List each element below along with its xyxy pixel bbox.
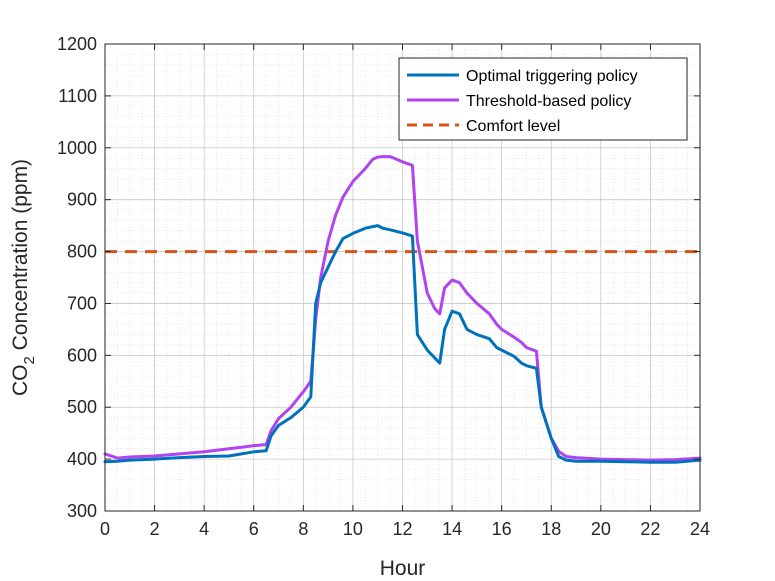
x-tick-label: 14 xyxy=(442,519,462,539)
x-tick-labels: 0 2 4 6 8 10 12 14 16 18 20 22 24 xyxy=(100,519,710,539)
legend-label-optimal: Optimal triggering policy xyxy=(466,68,638,85)
y-tick-label: 800 xyxy=(67,242,97,262)
series-layer xyxy=(103,155,702,464)
y-axis-title: CO2 Concentration (ppm) xyxy=(9,159,38,396)
x-tick-label: 4 xyxy=(199,519,209,539)
y-tick-label: 300 xyxy=(67,501,97,521)
x-tick-label: 8 xyxy=(298,519,308,539)
x-tick-label: 18 xyxy=(541,519,561,539)
y-axis-title-subscript: 2 xyxy=(21,356,38,364)
x-tick-label: 0 xyxy=(100,519,110,539)
x-axis-title: Hour xyxy=(380,557,426,580)
y-axis-title-rest: Concentration (ppm) xyxy=(9,159,32,356)
series-line-optimal xyxy=(103,224,702,464)
axis-ticks xyxy=(104,43,701,512)
legend-label-threshold: Threshold-based policy xyxy=(466,93,631,110)
y-tick-label: 500 xyxy=(67,397,97,417)
x-tick-label: 20 xyxy=(591,519,611,539)
x-tick-label: 22 xyxy=(640,519,660,539)
y-tick-label: 400 xyxy=(67,449,97,469)
x-tick-label: 16 xyxy=(492,519,512,539)
y-tick-labels: 300 400 500 600 700 800 900 1000 1100 1200 xyxy=(57,34,97,521)
x-tick-label: 6 xyxy=(249,519,259,539)
y-axis-title-main: CO xyxy=(9,365,32,397)
y-tick-label: 1100 xyxy=(58,86,97,106)
x-tick-label: 12 xyxy=(392,519,412,539)
y-tick-label: 700 xyxy=(67,293,97,313)
y-tick-label: 1000 xyxy=(57,138,97,158)
x-tick-label: 24 xyxy=(690,519,710,539)
x-tick-label: 2 xyxy=(150,519,160,539)
x-tick-label: 10 xyxy=(343,519,363,539)
legend: Optimal triggering policy Threshold-base… xyxy=(398,57,688,141)
y-tick-label: 600 xyxy=(67,345,97,365)
y-tick-label: 1200 xyxy=(57,34,97,54)
y-tick-label: 900 xyxy=(67,190,97,210)
legend-label-comfort: Comfort level xyxy=(466,118,560,135)
